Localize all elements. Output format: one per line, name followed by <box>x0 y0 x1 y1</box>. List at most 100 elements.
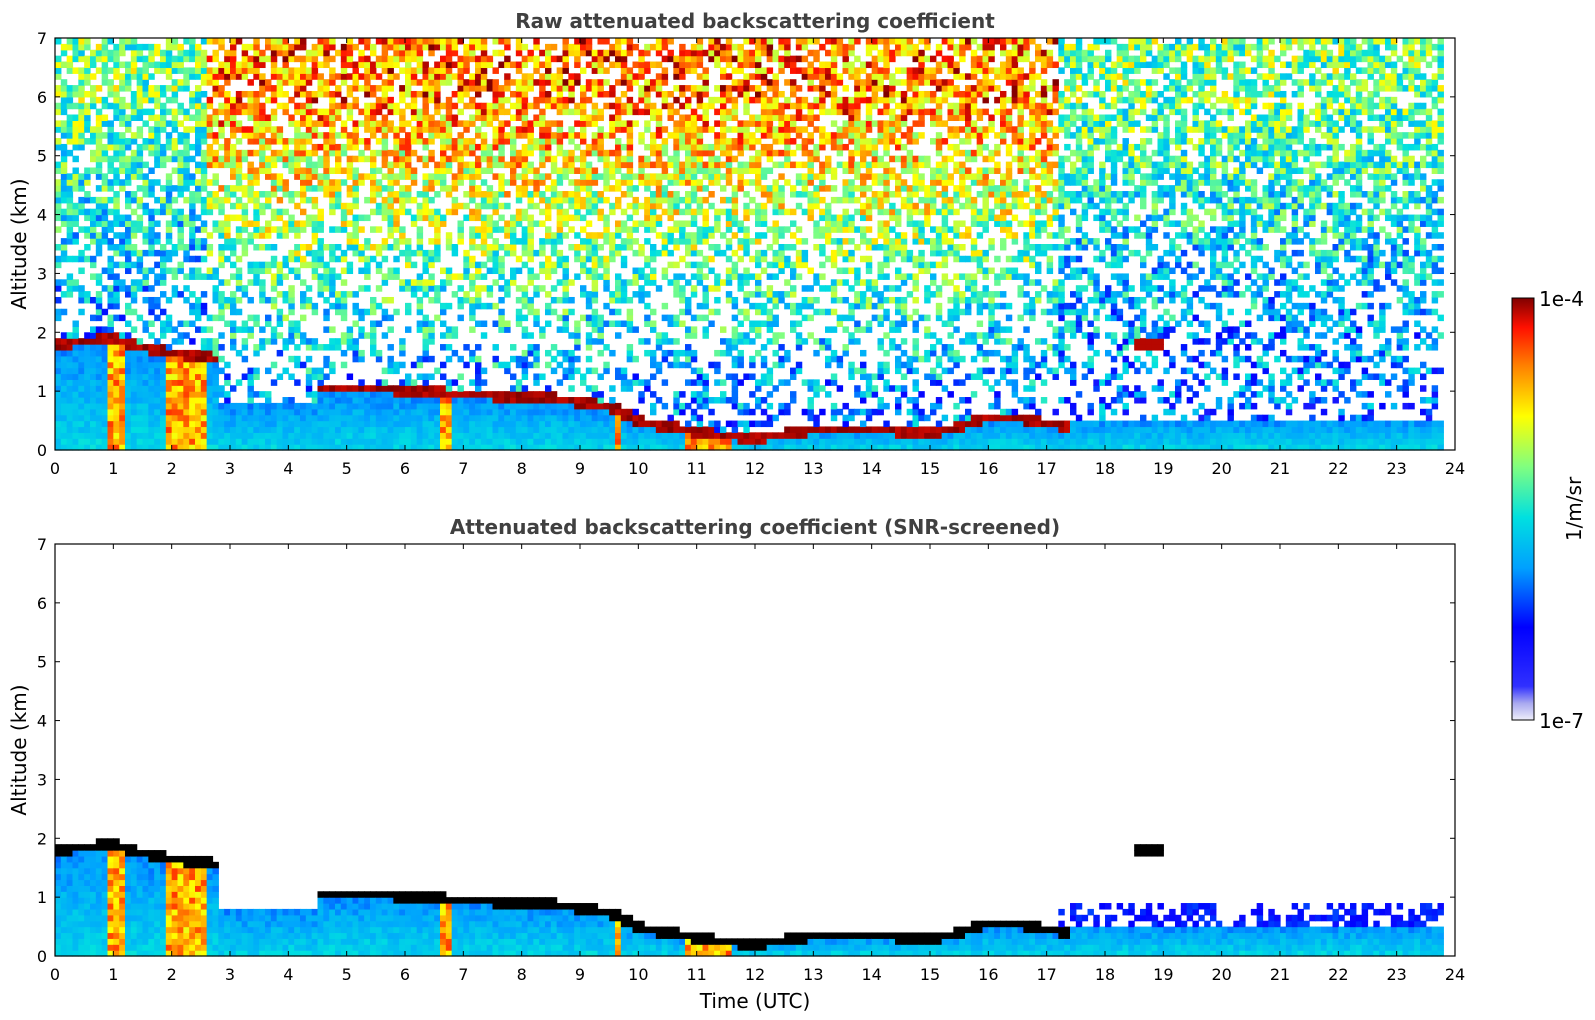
heat-cell <box>282 67 289 74</box>
heat-cell <box>510 402 517 410</box>
heat-cell <box>329 114 336 121</box>
heat-cell <box>300 414 307 422</box>
heat-cell <box>171 114 179 121</box>
heat-cell <box>469 414 476 422</box>
heat-cell <box>364 273 371 280</box>
heat-cell <box>200 108 208 116</box>
heat-cell <box>416 414 424 422</box>
heat-cell <box>539 49 546 57</box>
heat-cell <box>615 332 622 339</box>
heat-cell <box>510 397 517 404</box>
heat-cell <box>364 67 371 74</box>
heat-cell <box>364 244 371 251</box>
heat-cell <box>492 267 499 275</box>
heat-cell <box>574 408 581 416</box>
heat-cell <box>393 61 400 69</box>
heat-cell <box>475 391 482 398</box>
heat-cell <box>346 267 354 275</box>
heat-cell <box>195 226 202 233</box>
heat-cell <box>60 379 68 386</box>
heat-cell <box>323 391 330 398</box>
heat-cell <box>311 238 319 245</box>
heat-cell <box>580 214 587 222</box>
heat-cell <box>177 108 184 116</box>
heat-cell <box>679 391 686 398</box>
heat-cell <box>148 143 155 151</box>
heat-cell <box>84 444 91 451</box>
heat-cell <box>556 438 564 445</box>
heat-cell <box>148 244 155 251</box>
heat-cell <box>603 214 610 222</box>
heat-cell <box>113 426 120 433</box>
heat-cell <box>486 85 494 92</box>
heat-cell <box>405 397 412 404</box>
heat-cell <box>189 349 196 357</box>
heat-cell <box>480 244 488 251</box>
heat-cell <box>200 414 208 422</box>
heat-cell <box>189 179 196 186</box>
heat-cell <box>259 61 266 69</box>
heat-cell <box>346 114 354 121</box>
heat-cell <box>200 373 208 380</box>
heat-cell <box>352 232 359 239</box>
heat-cell <box>259 90 266 98</box>
heat-cell <box>305 114 313 121</box>
heat-cell <box>480 420 488 428</box>
heat-cell <box>673 314 680 322</box>
heat-cell <box>440 444 447 451</box>
heat-cell <box>125 138 132 145</box>
heat-cell <box>171 79 179 86</box>
heat-cell <box>288 214 295 222</box>
heat-cell <box>218 38 225 45</box>
heat-cell <box>60 420 68 428</box>
heat-cell <box>399 414 406 422</box>
heat-cell <box>259 202 266 210</box>
heat-cell <box>107 49 114 57</box>
heat-cell <box>66 332 74 339</box>
heat-cell <box>265 85 272 92</box>
heat-cell <box>119 444 126 451</box>
heat-cell <box>644 196 651 204</box>
heat-cell <box>206 196 214 204</box>
heat-cell <box>259 55 266 63</box>
heat-cell <box>282 367 289 375</box>
heat-cell <box>469 226 476 233</box>
heat-cell <box>615 43 622 51</box>
heat-cell <box>142 85 149 92</box>
heat-cell <box>270 279 278 286</box>
heat-cell <box>480 149 488 157</box>
heat-cell <box>492 414 499 422</box>
heat-cell <box>533 373 540 380</box>
heat-cell <box>136 397 144 404</box>
heat-cell <box>498 179 505 186</box>
heat-cell <box>463 444 470 451</box>
heat-cell <box>673 279 680 286</box>
heat-cell <box>597 332 604 339</box>
heat-cell <box>416 61 424 69</box>
heat-cell <box>288 426 295 433</box>
heat-cell <box>492 126 499 133</box>
heat-cell <box>340 432 348 439</box>
heat-cell <box>422 402 429 410</box>
heat-cell <box>515 67 523 74</box>
heat-cell <box>615 49 622 57</box>
heat-cell <box>416 226 424 233</box>
heat-cell <box>276 43 284 51</box>
heat-cell <box>405 90 412 98</box>
heat-cell <box>650 149 657 157</box>
heat-cell <box>107 408 114 416</box>
heat-cell <box>224 155 231 163</box>
heat-cell <box>685 161 692 169</box>
heat-cell <box>317 155 324 163</box>
heat-cell <box>568 161 575 169</box>
heat-cell <box>200 420 208 428</box>
heat-cell <box>480 249 488 257</box>
heat-cell <box>235 185 243 192</box>
heat-cell <box>545 402 552 410</box>
heat-cell <box>55 90 62 98</box>
heat-cell <box>148 432 155 439</box>
heat-cell <box>685 179 692 186</box>
heat-cell <box>230 102 237 110</box>
heat-cell <box>609 432 616 439</box>
heat-cell <box>428 38 435 45</box>
